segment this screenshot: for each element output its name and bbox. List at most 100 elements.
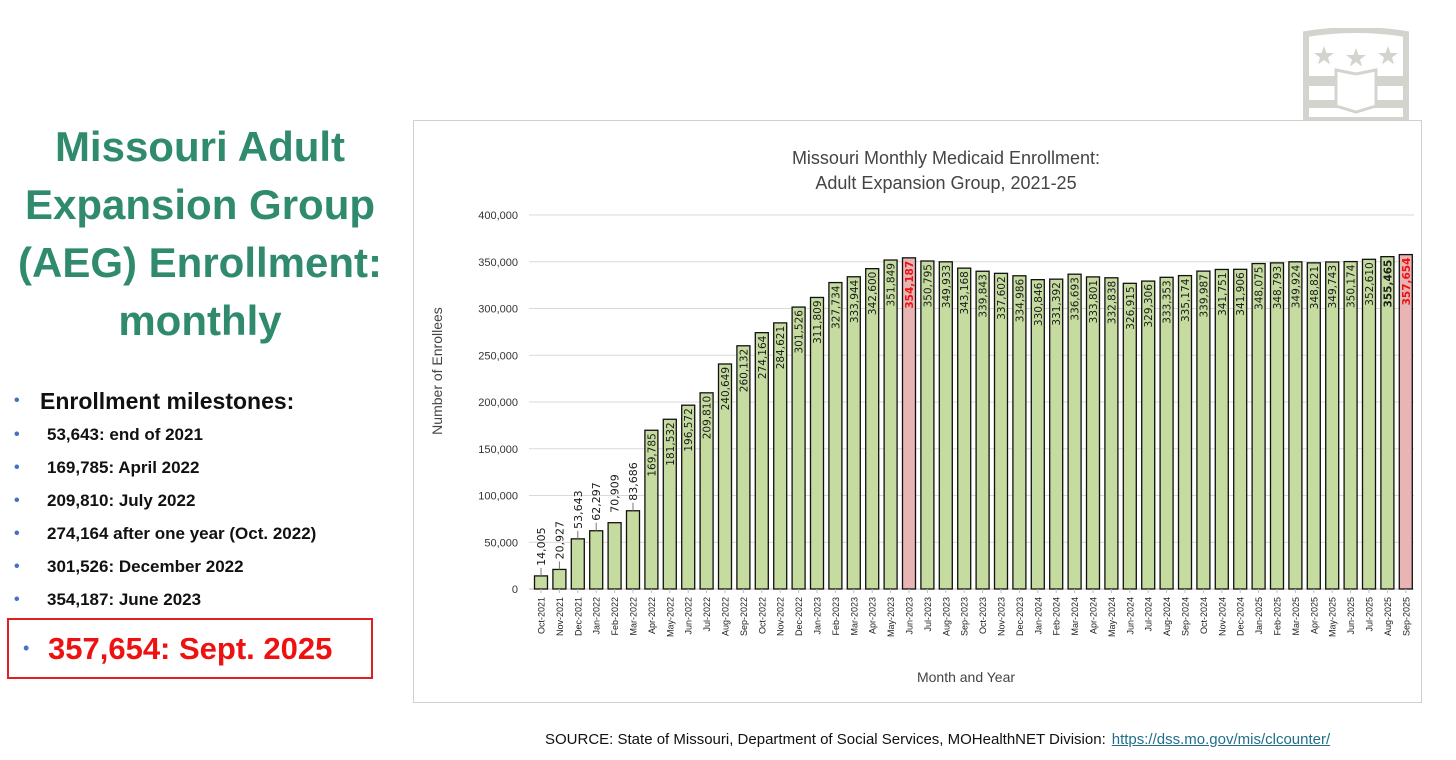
data-label-Feb-2022: 70,909 [609,474,622,513]
data-label-Mar-2023: 333,944 [849,279,861,323]
x-tick-label: Jan-2022 [592,597,602,635]
title-line: monthly [118,297,282,344]
x-tick-label: Mar-2023 [849,597,859,636]
bar-Mar-2022 [625,510,641,590]
bar-Oct-2023 [975,270,990,590]
x-tick-label: Apr-2023 [868,597,878,634]
y-tick-label: 300,000 [478,304,518,316]
x-tick-label: Jun-2024 [1125,597,1135,635]
data-label-Oct-2022: 274,164 [757,335,769,379]
chart-title-line-1: Missouri Monthly Medicaid Enrollment: [792,148,1100,168]
x-tick-label: Nov-2023 [997,597,1007,636]
bar-Jan-2025 [1251,262,1266,590]
bar-Dec-2021 [570,538,585,590]
data-label-Jan-2023: 311,809 [812,300,824,343]
data-label-Apr-2022: 169,785 [646,433,658,476]
bar-Nov-2024 [1214,268,1229,590]
milestone-item: • 209,810: July 2022 [14,490,196,510]
y-tick-label: 250,000 [478,350,518,362]
state-seal-logo [1303,28,1409,120]
y-tick-label: 350,000 [478,257,518,269]
x-tick-label: Jul-2025 [1365,597,1375,632]
x-tick-label: Jun-2023 [905,597,915,635]
x-tick-label: Aug-2023 [941,597,951,636]
x-tick-label: Nov-2024 [1217,597,1227,636]
x-tick-label: Sep-2022 [739,597,749,636]
x-tick-label: Oct-2022 [757,597,767,634]
x-tick-label: Jul-2024 [1144,597,1154,632]
data-label-Aug-2024: 333,353 [1162,280,1174,323]
data-label-Feb-2025: 348,793 [1272,266,1284,309]
data-label-May-2022: 181,532 [665,422,677,465]
y-tick-label: 150,000 [478,444,518,456]
data-label-Sep-2025: 357,654 [1401,258,1413,306]
x-tick-label: Mar-2024 [1070,597,1080,636]
y-axis-title: Number of Enrollees [429,307,445,435]
data-label-Jul-2023: 350,795 [922,264,934,307]
data-label-Jun-2025: 350,174 [1346,264,1358,308]
data-label-Dec-2021: 53,643 [572,490,585,528]
data-label-Jan-2025: 348,075 [1254,267,1266,310]
x-tick-label: Feb-2024 [1052,597,1062,636]
data-label-Mar-2025: 349,924 [1290,265,1302,309]
chart-container: Missouri Monthly Medicaid Enrollment: Ad… [413,120,1422,703]
data-label-Jul-2025: 352,610 [1364,262,1376,305]
milestones-heading: • Enrollment milestones: [14,387,295,414]
data-label-Jan-2022: 62,297 [590,482,603,521]
x-tick-label: Mar-2022 [629,597,639,636]
bar-Sep-2023 [957,267,972,590]
highlight-milestone: 357,654: Sept. 2025 [48,630,333,666]
title-line: (AEG) Enrollment: [18,239,382,286]
bullet-icon: • [14,524,20,542]
x-tick-label: Dec-2024 [1236,597,1246,636]
bar-Feb-2022 [607,522,622,590]
x-tick-label: Nov-2022 [776,597,786,636]
data-label-Sep-2023: 343,168 [959,271,971,314]
data-label-Aug-2022: 240,649 [720,367,732,410]
x-tick-label: Sep-2024 [1181,597,1191,636]
chart-title-line-2: Adult Expansion Group, 2021-25 [815,173,1076,193]
x-tick-label: Feb-2025 [1273,597,1283,636]
bullet-icon: • [23,638,30,658]
milestone-item: • 169,785: April 2022 [14,457,200,477]
x-tick-label: Apr-2025 [1309,597,1319,634]
data-label-Nov-2022: 284,621 [775,326,787,369]
x-tick-label: Jan-2024 [1033,597,1043,635]
milestone-item: • 53,643: end of 2021 [14,424,203,444]
bar-Jun-2025 [1343,260,1358,590]
data-label-May-2024: 332,838 [1106,281,1118,324]
data-label-Sep-2024: 335,174 [1180,278,1192,322]
bullet-icon: • [14,392,20,409]
x-tick-label: Aug-2022 [721,597,731,636]
data-label-Feb-2024: 331,392 [1051,282,1063,325]
source-link[interactable]: https://dss.mo.gov/mis/clcounter/ [1111,731,1331,748]
x-tick-label: Oct-2023 [978,597,988,634]
x-tick-label: Jan-2025 [1254,597,1264,635]
data-label-Aug-2025: 355,465 [1382,260,1394,308]
bar-Dec-2024 [1233,268,1248,590]
bar-Mar-2025 [1288,261,1303,590]
x-tick-label: Jan-2023 [813,597,823,635]
y-tick-label: 50,000 [484,537,518,549]
data-label-Jul-2024: 329,306 [1143,284,1155,328]
highlight-milestone-box: • 357,654: Sept. 2025 [7,618,373,679]
x-tick-label: Jul-2022 [702,597,712,632]
data-label-Apr-2023: 342,600 [867,272,879,315]
data-label-Oct-2023: 339,843 [978,274,990,317]
title-line: Expansion Group [24,181,376,228]
x-tick-label: May-2023 [886,597,896,637]
x-tick-label: May-2024 [1107,597,1117,637]
data-label-Oct-2021: 14,005 [535,527,548,566]
data-label-Mar-2022: 83,686 [627,462,640,501]
x-tick-label: Sep-2025 [1401,597,1411,636]
milestone-item: • 354,187: June 2023 [14,589,202,609]
data-label-Jun-2024: 326,915 [1125,286,1137,329]
x-tick-label: Nov-2021 [555,597,565,636]
data-label-Apr-2025: 348,821 [1309,266,1321,309]
x-tick-label: Dec-2021 [573,597,583,636]
x-tick-label: Apr-2022 [647,597,657,634]
data-label-Aug-2023: 349,933 [941,265,953,308]
enrollment-bar-chart: Missouri Monthly Medicaid Enrollment: Ad… [429,148,1414,685]
x-tick-label: Oct-2021 [537,597,547,634]
x-tick-label: Feb-2022 [610,597,620,636]
